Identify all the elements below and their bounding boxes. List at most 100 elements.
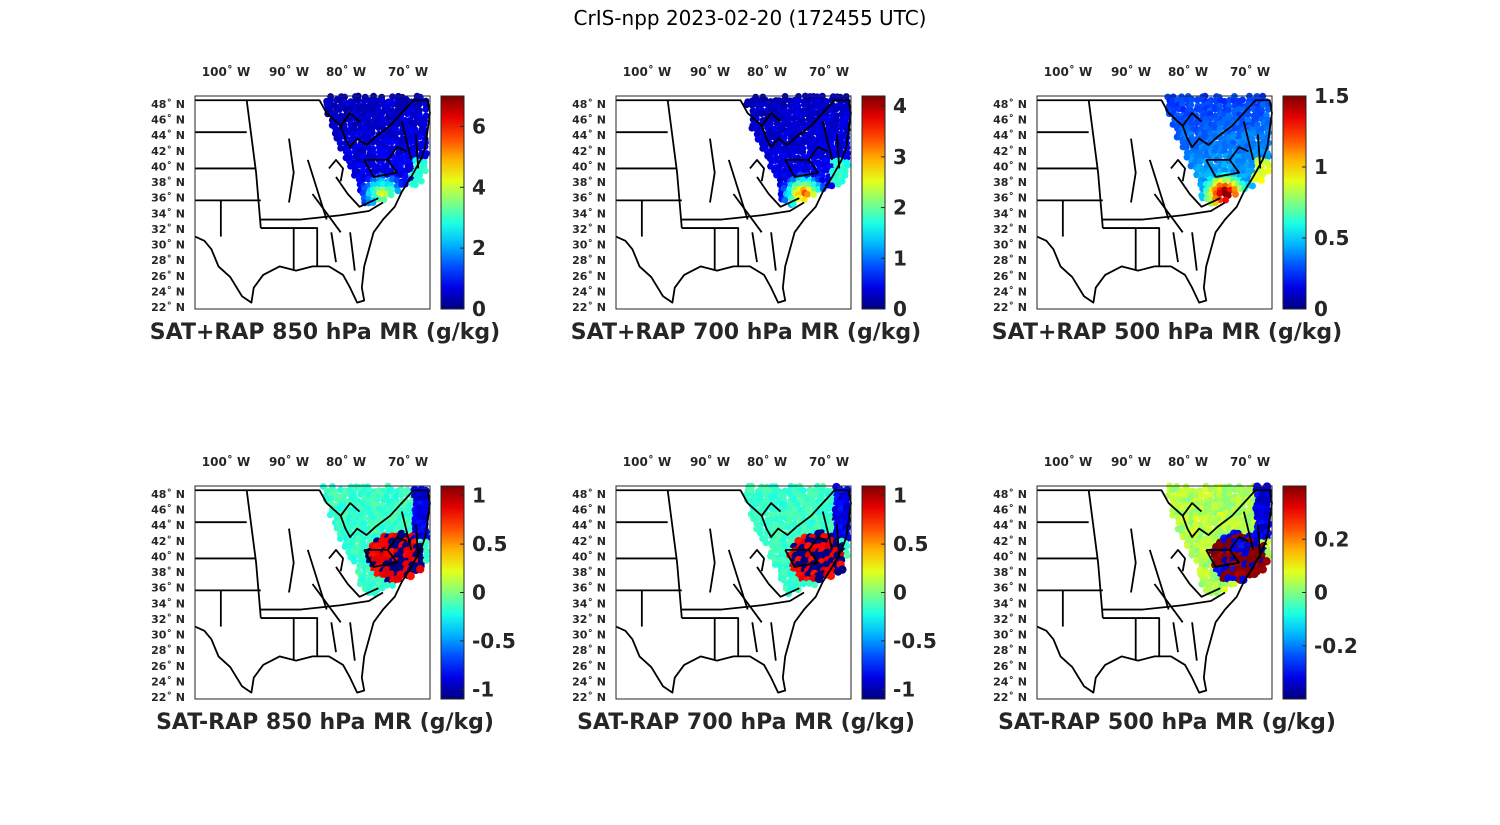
map-panel-sat-plus-rap-700: 100˚ W 90˚ W 80˚ W 70˚ W 48˚ N 46˚ N 44˚ N 42˚ … [546, 60, 946, 360]
lat-tick-label: 22˚ N [151, 691, 185, 704]
lat-tick-label: 48˚ N [572, 98, 606, 111]
swath-point [360, 571, 368, 579]
swath-point [794, 490, 802, 498]
swath-point [354, 96, 362, 104]
swath-point [1183, 533, 1190, 541]
lat-tick-label: 28˚ N [993, 644, 1027, 657]
map-frame [1036, 485, 1273, 700]
lon-tick-label: 90˚ W [269, 454, 309, 469]
lat-tick-label: 26˚ N [993, 270, 1027, 283]
lat-tick-label: 40˚ N [572, 550, 606, 563]
swath-point [753, 520, 761, 528]
swath-point [814, 129, 822, 137]
swath-point [1173, 486, 1181, 493]
swath-point [1202, 133, 1210, 141]
colorbar [861, 95, 886, 310]
swath-point [369, 129, 376, 137]
swath-point [416, 133, 423, 141]
colorbar-tick-label: -1 [472, 677, 494, 701]
colorbar-tick-label: -1 [893, 677, 915, 701]
swath-point [843, 552, 851, 559]
lat-tick-label: 26˚ N [993, 660, 1027, 673]
swath-point [1239, 96, 1247, 104]
swath-point [1248, 135, 1256, 143]
colorbar-tick-label: 1 [472, 484, 486, 508]
swath-point [1253, 115, 1261, 122]
swath-point [794, 120, 802, 128]
swath-point [814, 574, 824, 584]
swath-point [373, 496, 381, 503]
colorbar-tick-label: 4 [472, 175, 486, 199]
swath-point [843, 120, 850, 128]
swath-point [822, 98, 830, 105]
swath-point [379, 181, 387, 188]
swath-point [1264, 106, 1272, 113]
lat-tick-label: 34˚ N [151, 597, 185, 610]
swath-point [1226, 143, 1234, 151]
swath-point [805, 96, 813, 104]
swath-point [1258, 565, 1267, 574]
lon-tick-label: 80˚ W [747, 64, 787, 79]
swath-point [800, 580, 807, 588]
lat-tick-label: 38˚ N [151, 566, 185, 579]
lat-tick-label: 42˚ N [572, 535, 606, 548]
lat-tick-label: 32˚ N [151, 613, 185, 626]
panel-title: SAT+RAP 700 hPa MR (g/kg) [570, 320, 922, 345]
state-boundaries [1036, 489, 1273, 694]
swath-point [1235, 509, 1243, 517]
swath-point [384, 524, 392, 531]
swath-point [1212, 133, 1219, 141]
swath-point [326, 511, 334, 519]
state-boundaries [615, 99, 852, 304]
swath-point [1243, 162, 1251, 169]
swath-point [388, 138, 396, 146]
swath-point [406, 138, 414, 146]
colorbar-tick-label: -0.5 [893, 629, 937, 653]
swath-point [369, 580, 377, 588]
swath-point [336, 139, 344, 147]
swath-point [415, 565, 425, 574]
swath-point [1187, 101, 1195, 109]
swath-point [791, 514, 799, 522]
swath-point [406, 506, 414, 513]
swath-point [1248, 162, 1256, 170]
swath-point [355, 106, 363, 113]
lat-tick-label: 24˚ N [572, 675, 606, 688]
swath-point [1224, 119, 1232, 127]
lat-tick-label: 24˚ N [572, 285, 606, 298]
swath-point [785, 523, 792, 531]
swath-point [809, 128, 816, 136]
swath-point [841, 509, 851, 518]
lat-tick-label: 36˚ N [151, 582, 185, 595]
swath-point [1259, 101, 1267, 109]
swath-point [1220, 161, 1228, 169]
swath-point [1197, 528, 1205, 536]
swath-point [1226, 486, 1234, 494]
swath-point [782, 585, 790, 592]
swath-point [810, 191, 817, 198]
swath-point [1207, 492, 1214, 499]
lat-tick-label: 40˚ N [993, 550, 1027, 563]
swath-point [384, 497, 392, 505]
lat-tick-label: 46˚ N [572, 114, 606, 127]
colorbar [440, 95, 465, 310]
swath-point [785, 509, 793, 517]
map-frame [1036, 95, 1273, 310]
swath-point [1188, 96, 1196, 103]
lat-tick-label: 32˚ N [993, 613, 1027, 626]
swath-point [376, 148, 384, 156]
swath-point [838, 565, 847, 574]
swath-point [799, 148, 807, 156]
swath-point [374, 97, 381, 105]
lon-tick-label: 90˚ W [690, 64, 730, 79]
swath-point [345, 149, 353, 157]
lat-tick-label: 38˚ N [993, 176, 1027, 189]
lat-tick-label: 26˚ N [151, 270, 185, 283]
lat-tick-label: 28˚ N [572, 254, 606, 267]
swath-point [1178, 505, 1186, 513]
swath-point [1193, 96, 1201, 104]
lon-tick-label: 70˚ W [809, 454, 849, 469]
swath-point [780, 134, 788, 142]
swath-point [380, 138, 387, 146]
panel-plot: 100˚ W 90˚ W 80˚ W 70˚ W 48˚ N 46˚ N 44˚ N 42˚ … [993, 454, 1358, 704]
